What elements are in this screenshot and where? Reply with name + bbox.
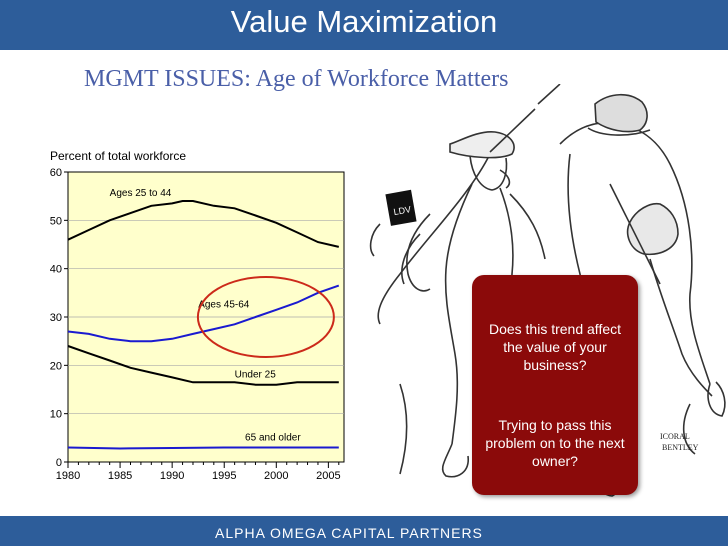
plot-area: 0 10 20 30 40 50 60 1980 1985 1990 1995 2000 2005 Age… [50, 167, 345, 482]
series-line-ages-25-to-44 [67, 200, 340, 248]
signature-line-2: BENTLEY [662, 443, 699, 452]
soldiers-cartoon-illustration: LDV ICORAL BENTLEY [369, 84, 726, 497]
y-tick-label: 10 [50, 409, 62, 421]
x-tick-label: 1995 [212, 470, 236, 482]
slide-title: Value Maximization [230, 4, 498, 39]
series-line-under-25 [67, 345, 339, 386]
y-tick-label: 0 [56, 457, 62, 469]
callout-question-2: Trying to pass this problem on to the ne… [485, 417, 625, 469]
y-tick-label: 30 [50, 312, 62, 324]
series-line-65-and-older [67, 446, 339, 450]
slide-subtitle: MGMT ISSUES: Age of Workforce Matters [84, 66, 509, 92]
y-tick-label: 20 [50, 360, 62, 372]
signature-line-1: ICORAL [660, 432, 690, 441]
x-tick-label: 1985 [108, 470, 132, 482]
highlight-circle [196, 276, 335, 358]
series-label-ages-45-64: Ages 45-64 [198, 299, 250, 310]
series-label-ages-25-44: Ages 25 to 44 [110, 188, 172, 199]
x-tick-label: 1980 [56, 470, 80, 482]
y-tick-label: 50 [50, 215, 62, 227]
chart-title: Percent of total workforce [50, 149, 186, 163]
question-callout-box: Does this trend affect the value of your… [472, 275, 638, 495]
footer-bar: ALPHA OMEGA CAPITAL PARTNERS [0, 516, 728, 546]
x-tick-label: 2000 [264, 470, 288, 482]
y-tick-label: 40 [50, 264, 62, 276]
footer-company-name: ALPHA OMEGA CAPITAL PARTNERS [215, 525, 483, 541]
armband [385, 189, 417, 226]
title-bar [0, 0, 728, 50]
x-tick-label: 1990 [160, 470, 184, 482]
callout-question-1: Does this trend affect the value of your… [488, 321, 622, 373]
x-tick-label: 2005 [316, 470, 340, 482]
armband-label: LDV [393, 204, 412, 217]
series-label-65-older: 65 and older [245, 433, 301, 444]
y-tick-label: 60 [50, 167, 62, 179]
series-label-under-25: Under 25 [235, 369, 277, 380]
